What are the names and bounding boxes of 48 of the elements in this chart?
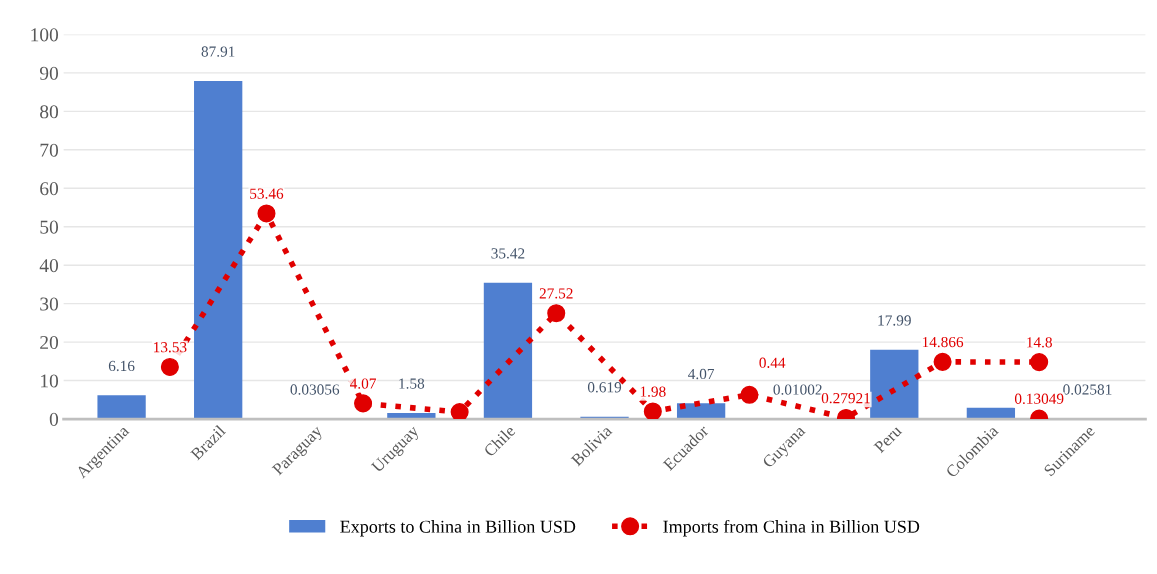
data-label: 1.58 bbox=[399, 378, 425, 389]
data-label: 14.8 bbox=[1027, 337, 1052, 348]
data-label: 4.07 bbox=[688, 368, 715, 380]
y-tick-label: 10 bbox=[41, 374, 59, 388]
x-tick-label: Peru bbox=[873, 424, 903, 454]
data-label: 14.866 bbox=[922, 336, 964, 348]
bar bbox=[194, 80, 243, 420]
data-label: 0.27921 bbox=[821, 393, 870, 404]
y-tick-label: 30 bbox=[40, 297, 59, 311]
point bbox=[643, 402, 662, 420]
data-label: 0.01002 bbox=[773, 384, 822, 395]
data-label: 17.99 bbox=[878, 315, 911, 326]
point bbox=[257, 204, 276, 223]
data-label: 13.53 bbox=[154, 342, 187, 353]
point bbox=[740, 385, 759, 404]
point bbox=[547, 304, 566, 323]
data-label: 35.42 bbox=[491, 248, 525, 259]
data-label: 1.98 bbox=[640, 386, 666, 397]
data-label: 6.16 bbox=[108, 360, 135, 372]
bar bbox=[97, 395, 146, 420]
data-label: 87.91 bbox=[201, 46, 235, 57]
bar bbox=[483, 282, 533, 420]
legend-label: Exports to China in Billion USD bbox=[340, 520, 576, 537]
y-tick-label: 20 bbox=[40, 335, 59, 350]
y-tick-label: 100 bbox=[31, 28, 59, 42]
y-tick-label: 90 bbox=[39, 66, 59, 80]
point bbox=[354, 394, 373, 413]
bar bbox=[870, 349, 919, 420]
y-tick-label: 50 bbox=[40, 220, 59, 234]
data-label: 0.02581 bbox=[1063, 384, 1112, 395]
data-label: 0.03056 bbox=[290, 384, 340, 395]
data-label: 0.13049 bbox=[1014, 393, 1064, 404]
y-tick-label: 40 bbox=[39, 259, 59, 273]
data-label: 4.07 bbox=[349, 378, 376, 389]
annotation: 0.44 bbox=[759, 357, 786, 368]
data-label: 0.619 bbox=[587, 382, 622, 393]
y-tick-label: 0 bbox=[49, 412, 59, 426]
x-tick-label: Chile bbox=[482, 424, 516, 458]
y-tick-label: 60 bbox=[40, 182, 59, 196]
data-label: 53.46 bbox=[250, 188, 284, 199]
point bbox=[1030, 353, 1049, 372]
point bbox=[933, 352, 952, 371]
point bbox=[450, 403, 469, 420]
data-label: 27.52 bbox=[539, 288, 573, 299]
y-tick-label: 80 bbox=[40, 105, 59, 119]
y-tick-label: 70 bbox=[40, 143, 59, 157]
legend-label: Imports from China in Billion USD bbox=[663, 519, 920, 537]
point bbox=[160, 357, 179, 377]
